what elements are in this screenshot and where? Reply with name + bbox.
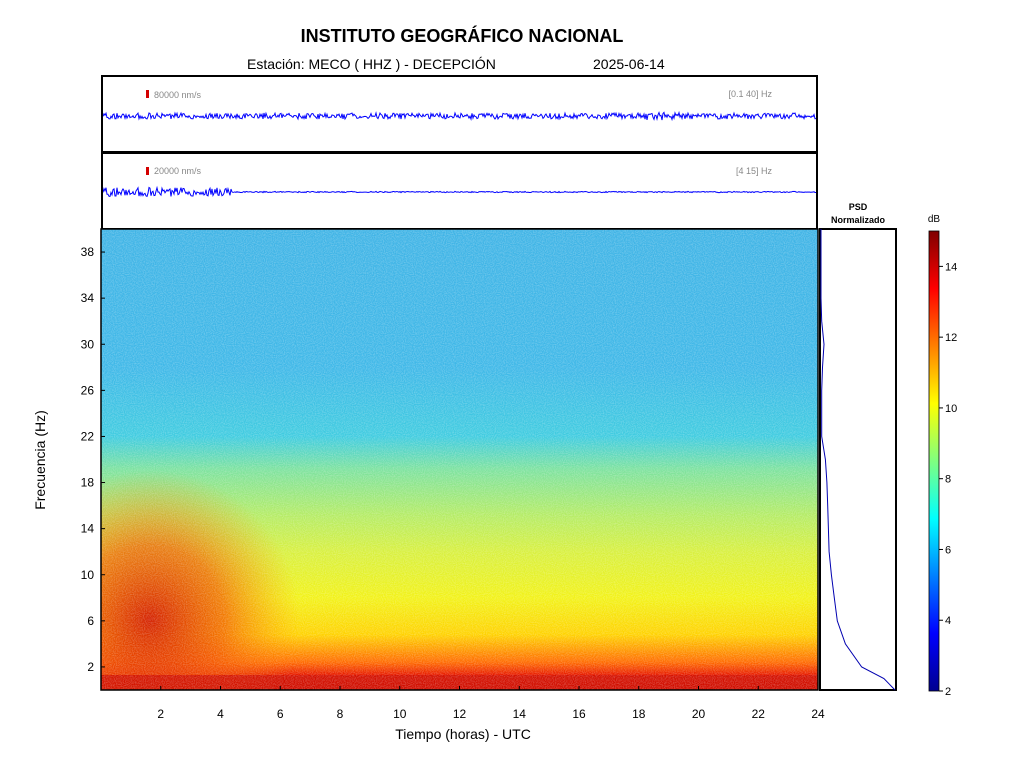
y-tick-label: 2	[87, 660, 94, 674]
date-label: 2025-06-14	[593, 56, 665, 72]
colorbar-tick-label: 12	[945, 332, 957, 344]
x-axis: 2 4 6 8 10 12 14 16 18 20 22 24	[157, 686, 825, 721]
trace-band-label: [4 15] Hz	[735, 166, 772, 176]
colorbar	[928, 230, 940, 692]
y-tick-label: 34	[81, 291, 95, 305]
scale-bar-icon	[146, 167, 149, 175]
y-tick-label: 30	[81, 337, 95, 351]
x-tick-label: 20	[692, 707, 706, 721]
station-label: Estación: MECO ( HHZ ) - DECEPCIÓN	[247, 56, 496, 72]
colorbar-tick-label: 2	[945, 686, 951, 698]
scale-bar-icon	[146, 90, 149, 98]
psd-panel	[819, 228, 897, 691]
x-tick-label: 4	[217, 707, 224, 721]
x-tick-label: 8	[337, 707, 344, 721]
x-tick-label: 10	[393, 707, 407, 721]
x-tick-label: 22	[752, 707, 766, 721]
y-tick-label: 38	[81, 245, 95, 259]
spectrogram-heatmap	[101, 229, 818, 690]
colorbar-tick-label: 8	[945, 474, 951, 486]
colorbar-tick-label: 6	[945, 544, 951, 556]
x-tick-label: 24	[811, 707, 825, 721]
y-axis-label: Frecuencia (Hz)	[32, 410, 48, 510]
x-tick-label: 12	[453, 707, 467, 721]
trace-scale-label: 20000 nm/s	[154, 166, 202, 176]
y-tick-label: 22	[81, 429, 95, 443]
colorbar-tick-label: 14	[945, 261, 957, 273]
x-tick-label: 14	[513, 707, 527, 721]
trace-waveform-filtered	[103, 185, 816, 198]
trace-panel-filtered: 20000 nm/s [4 15] Hz	[101, 152, 818, 230]
y-tick-label: 6	[87, 614, 94, 628]
trace-panel-broadband: 80000 nm/s [0.1 40] Hz	[101, 75, 818, 153]
trace-waveform-broadband	[103, 110, 816, 122]
x-axis-label: Tiempo (horas) - UTC	[395, 726, 531, 742]
psd-subtitle: Normalizado	[831, 215, 886, 225]
x-tick-label: 2	[157, 707, 164, 721]
trace-band-label: [0.1 40] Hz	[728, 89, 772, 99]
trace-scale-label: 80000 nm/s	[154, 90, 202, 100]
y-tick-label: 10	[81, 568, 95, 582]
x-tick-label: 16	[572, 707, 586, 721]
colorbar-tick-label: 10	[945, 403, 957, 415]
colorbar-tick-label: 4	[945, 615, 951, 627]
x-tick-label: 6	[277, 707, 284, 721]
y-tick-label: 26	[81, 383, 95, 397]
psd-title: PSD	[849, 202, 868, 212]
colorbar-ticks: 2 4 6 8 10 12 14	[939, 261, 957, 698]
y-tick-label: 14	[81, 522, 95, 536]
x-tick-label: 18	[632, 707, 646, 721]
page-title: INSTITUTO GEOGRÁFICO NACIONAL	[300, 26, 624, 46]
colorbar-label: dB	[928, 214, 941, 225]
y-tick-label: 18	[81, 476, 95, 490]
psd-curve	[820, 229, 896, 691]
